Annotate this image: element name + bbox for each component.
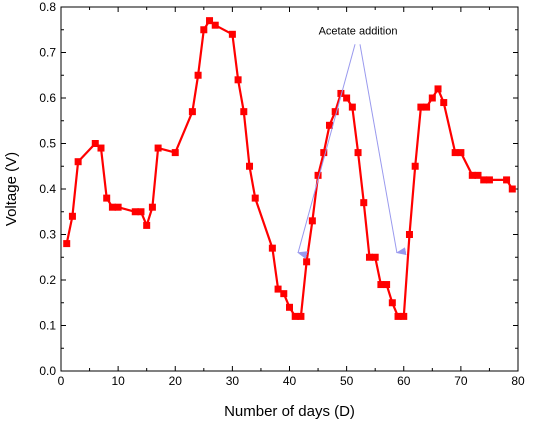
series-layer [63,17,516,320]
data-point [234,76,242,84]
plot-frame [60,6,519,372]
annotation-text: Acetate addition [319,25,398,37]
data-point [97,144,105,152]
data-point [457,149,465,157]
data-point [451,149,459,157]
data-point [291,312,299,320]
data-point [423,103,431,111]
y-tick-label: 0.1 [39,319,56,333]
data-point [388,299,396,307]
data-point [365,253,373,261]
x-tick-label: 20 [169,374,183,388]
data-point [143,221,151,229]
data-point [360,199,368,207]
data-point [68,212,76,220]
y-tick-label: 0.5 [39,137,56,151]
data-point [108,203,116,211]
data-point [148,203,156,211]
data-point [274,285,282,293]
y-axis-title: Voltage (V) [3,152,20,226]
data-point [337,89,345,97]
data-point [411,162,419,170]
data-point [320,149,328,157]
data-point [485,176,493,184]
data-point [428,94,436,102]
data-point [383,281,391,289]
data-point [405,231,413,238]
data-point [343,94,351,102]
data-point [74,158,82,166]
data-point [308,217,316,225]
y-tick-label: 0.0 [39,364,56,378]
data-point [480,176,488,184]
y-tick-label: 0.7 [39,46,56,60]
annotation-arrow [297,44,356,259]
data-point [348,103,356,111]
x-tick-label: 70 [454,374,468,388]
data-point [131,208,139,216]
data-point [171,149,179,157]
data-point [137,208,145,216]
series-line [65,19,514,318]
data-point [394,312,402,320]
data-point [468,171,476,179]
y-tick-label: 0.4 [39,182,56,196]
data-point [251,194,259,202]
axes: 0 10 20 30 40 50 60 70 80 0.0 0.1 0.2 0.3 0.4 0.5 0.6 0.… [39,0,525,388]
data-point [211,21,219,29]
data-point [280,290,288,298]
data-point [303,258,311,266]
data-point [154,144,162,152]
data-point [194,71,202,79]
data-point [354,149,362,157]
y-tick-label: 0.3 [39,228,56,242]
x-tick-label: 80 [511,374,525,388]
data-point [417,103,425,111]
data-point [474,171,482,179]
data-point [63,240,71,248]
data-point [503,176,511,184]
x-tick-label: 30 [226,374,240,388]
data-point [200,26,208,34]
x-tick-label: 10 [111,374,125,388]
x-tick-label: 40 [283,374,297,388]
data-point [246,162,254,170]
data-point [286,303,293,311]
annotation-layer: Acetate addition [297,25,407,259]
data-point [297,312,305,320]
data-point [331,108,339,116]
data-point [400,312,408,320]
data-point [240,108,248,116]
annotation-arrow [359,44,407,256]
data-point [377,281,385,289]
data-point [114,203,122,211]
data-point [314,171,322,179]
data-point [440,99,448,107]
x-tick-label: 60 [397,374,411,388]
data-point [508,185,516,193]
data-point [268,244,276,252]
data-point [91,140,99,147]
y-tick-label: 0.2 [39,273,56,287]
data-point [325,121,333,129]
y-tick-label: 0.8 [39,0,56,14]
data-point [103,194,111,202]
y-tick-label: 0.6 [39,91,56,105]
data-point [371,253,379,261]
data-point [188,108,196,116]
data-point [228,30,236,38]
x-tick-label: 50 [340,374,354,388]
data-point [206,17,214,25]
x-axis-title: Number of days (D) [224,403,355,420]
data-point [434,85,442,93]
x-tick-label: 0 [58,374,65,388]
